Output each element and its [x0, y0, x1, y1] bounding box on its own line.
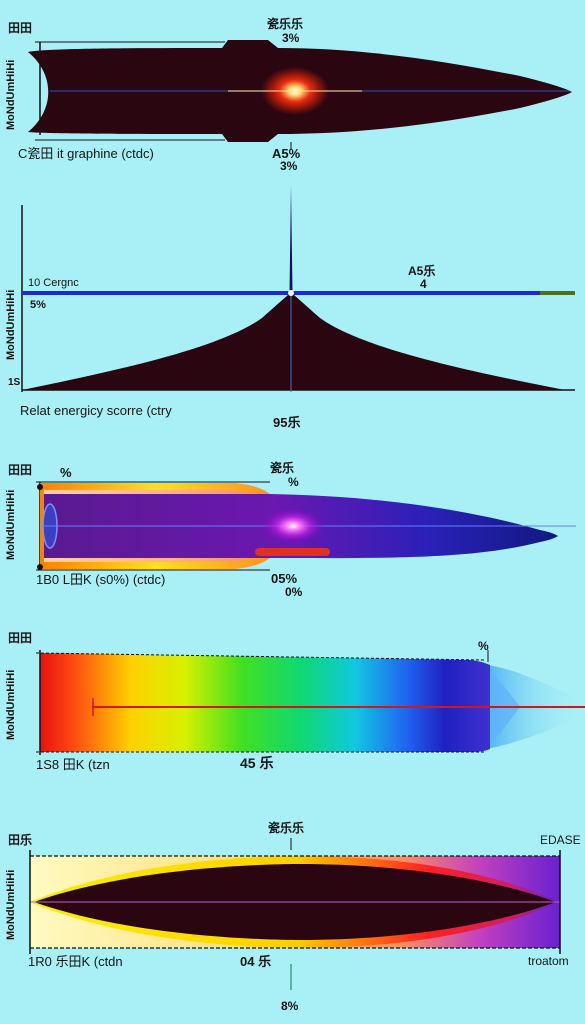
p4-top-right-label: % [478, 639, 489, 653]
p3-red-band [255, 548, 330, 556]
p5-footer-value: 8% [281, 999, 299, 1013]
p4-bottom-left-label: 1S8 田K (tzn [36, 757, 110, 772]
p3-axis-label: MoNdUmHiHi [5, 489, 17, 560]
p2-peak-marker [288, 290, 294, 296]
p1-corner-label: 田田 [8, 21, 33, 35]
p2-right-label: A5乐 [408, 264, 436, 278]
panel-1 [28, 40, 572, 150]
p4-corner-label: 田田 [8, 631, 33, 645]
peak-spike-icon [289, 185, 293, 292]
p2-caption: Relat energicy scorre (ctry [20, 403, 172, 418]
p2-center-value: 95乐 [273, 415, 301, 430]
p5-corner-label: 田乐 [8, 833, 33, 847]
p1-bottom-value: A5% [272, 146, 301, 161]
p1-bottom-value-2: 3% [280, 159, 298, 173]
p1-axis-label: MoNdUmHiHi [5, 59, 17, 130]
p3-bottom-value: 05% [271, 571, 298, 586]
energy-curve [22, 292, 565, 390]
p4-bottom-value: 45 乐 [240, 755, 274, 771]
p3-bottom-left-label: 1B0 L田K (s0%) (ctdc) [36, 572, 166, 587]
p5-top-right-label: EDASE [540, 833, 581, 847]
panel-4 [35, 650, 585, 755]
p3-corner-pct: % [60, 465, 72, 480]
panel-2 [21, 185, 575, 392]
glow-flash-icon-2 [261, 508, 325, 544]
p5-bottom-left-label: 1R0 乐田K (ctdn [28, 954, 123, 969]
p1-top-value: 3% [282, 31, 300, 45]
p5-bottom-right-label: troatom [528, 954, 569, 968]
p5-axis-label: MoNdUmHiHi [5, 869, 17, 940]
p1-bottom-left-label: C瓷田 it graphine (ctdc) [18, 146, 154, 161]
panel-3 [36, 481, 576, 571]
p1-top-label: 瓷乐乐 [267, 17, 304, 31]
p2-axis-label: MoNdUmHiHi [5, 289, 17, 360]
p3-top-label: 瓷乐 [270, 461, 295, 475]
panel-5 [29, 838, 561, 990]
p5-top-label: 瓷乐乐 [268, 821, 305, 835]
p2-left-low-label: 1S [8, 377, 21, 388]
p4-axis-label: MoNdUmHiHi [5, 669, 17, 740]
p3-bottom-value-2: 0% [285, 585, 303, 599]
p2-right-value: 4 [420, 277, 427, 291]
p4-spectrum-band [40, 653, 490, 752]
p2-left-mid-label: 5% [30, 299, 46, 311]
p2-left-top-label: 10 Cergnc [28, 277, 79, 289]
p3-top-value: % [288, 475, 299, 489]
p3-corner-label: 田田 [8, 463, 33, 477]
p5-bottom-value: 04 乐 [240, 954, 272, 969]
